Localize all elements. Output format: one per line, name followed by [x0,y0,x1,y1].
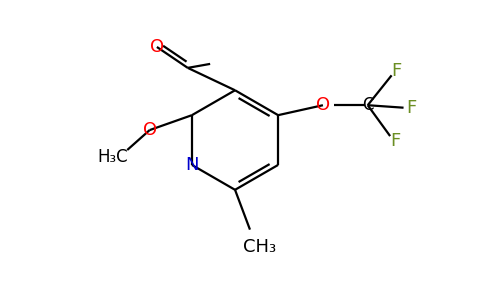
Text: O: O [150,38,164,56]
Text: F: F [390,132,400,150]
Text: H₃C: H₃C [97,148,128,166]
Text: F: F [407,99,417,117]
Text: O: O [316,96,330,114]
Text: CH₃: CH₃ [243,238,276,256]
Text: C: C [362,96,374,114]
Text: N: N [185,156,198,174]
Text: O: O [143,121,157,139]
Text: F: F [392,62,402,80]
